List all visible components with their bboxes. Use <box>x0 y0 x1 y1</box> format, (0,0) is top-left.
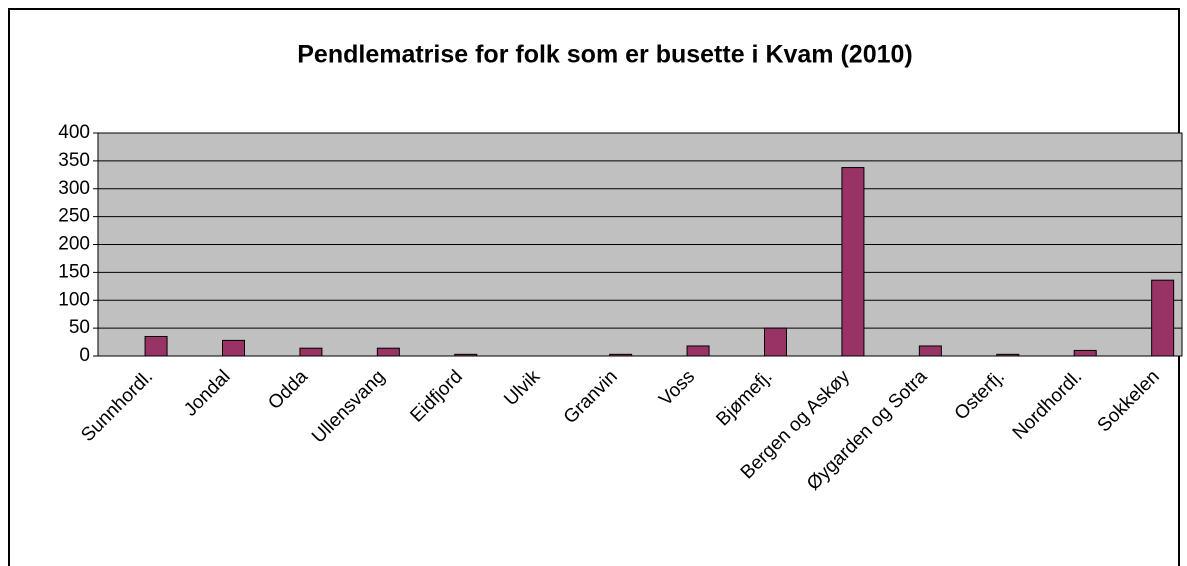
bar <box>609 353 633 357</box>
bar <box>1151 279 1175 357</box>
y-tick-label: 50 <box>69 317 90 338</box>
bar <box>1073 349 1097 357</box>
bar <box>222 339 245 357</box>
y-tick-label: 350 <box>58 150 90 171</box>
bar <box>918 345 942 357</box>
bar <box>376 347 400 357</box>
bar <box>686 345 710 357</box>
y-tick-label: 400 <box>58 122 90 143</box>
y-tick-label: 250 <box>58 206 90 227</box>
y-tick-label: 200 <box>58 234 90 255</box>
y-tick-label: 150 <box>58 261 90 282</box>
bar <box>299 347 323 357</box>
y-tick-label: 300 <box>58 178 90 199</box>
bar <box>841 167 865 357</box>
bar <box>454 353 478 357</box>
bar <box>144 335 168 357</box>
bar <box>764 327 787 357</box>
y-tick-label: 0 <box>79 345 90 366</box>
bar <box>996 353 1020 357</box>
y-tick-label: 100 <box>58 289 90 310</box>
chart-title: Pendlematrise for folk som er busette i … <box>297 41 913 69</box>
